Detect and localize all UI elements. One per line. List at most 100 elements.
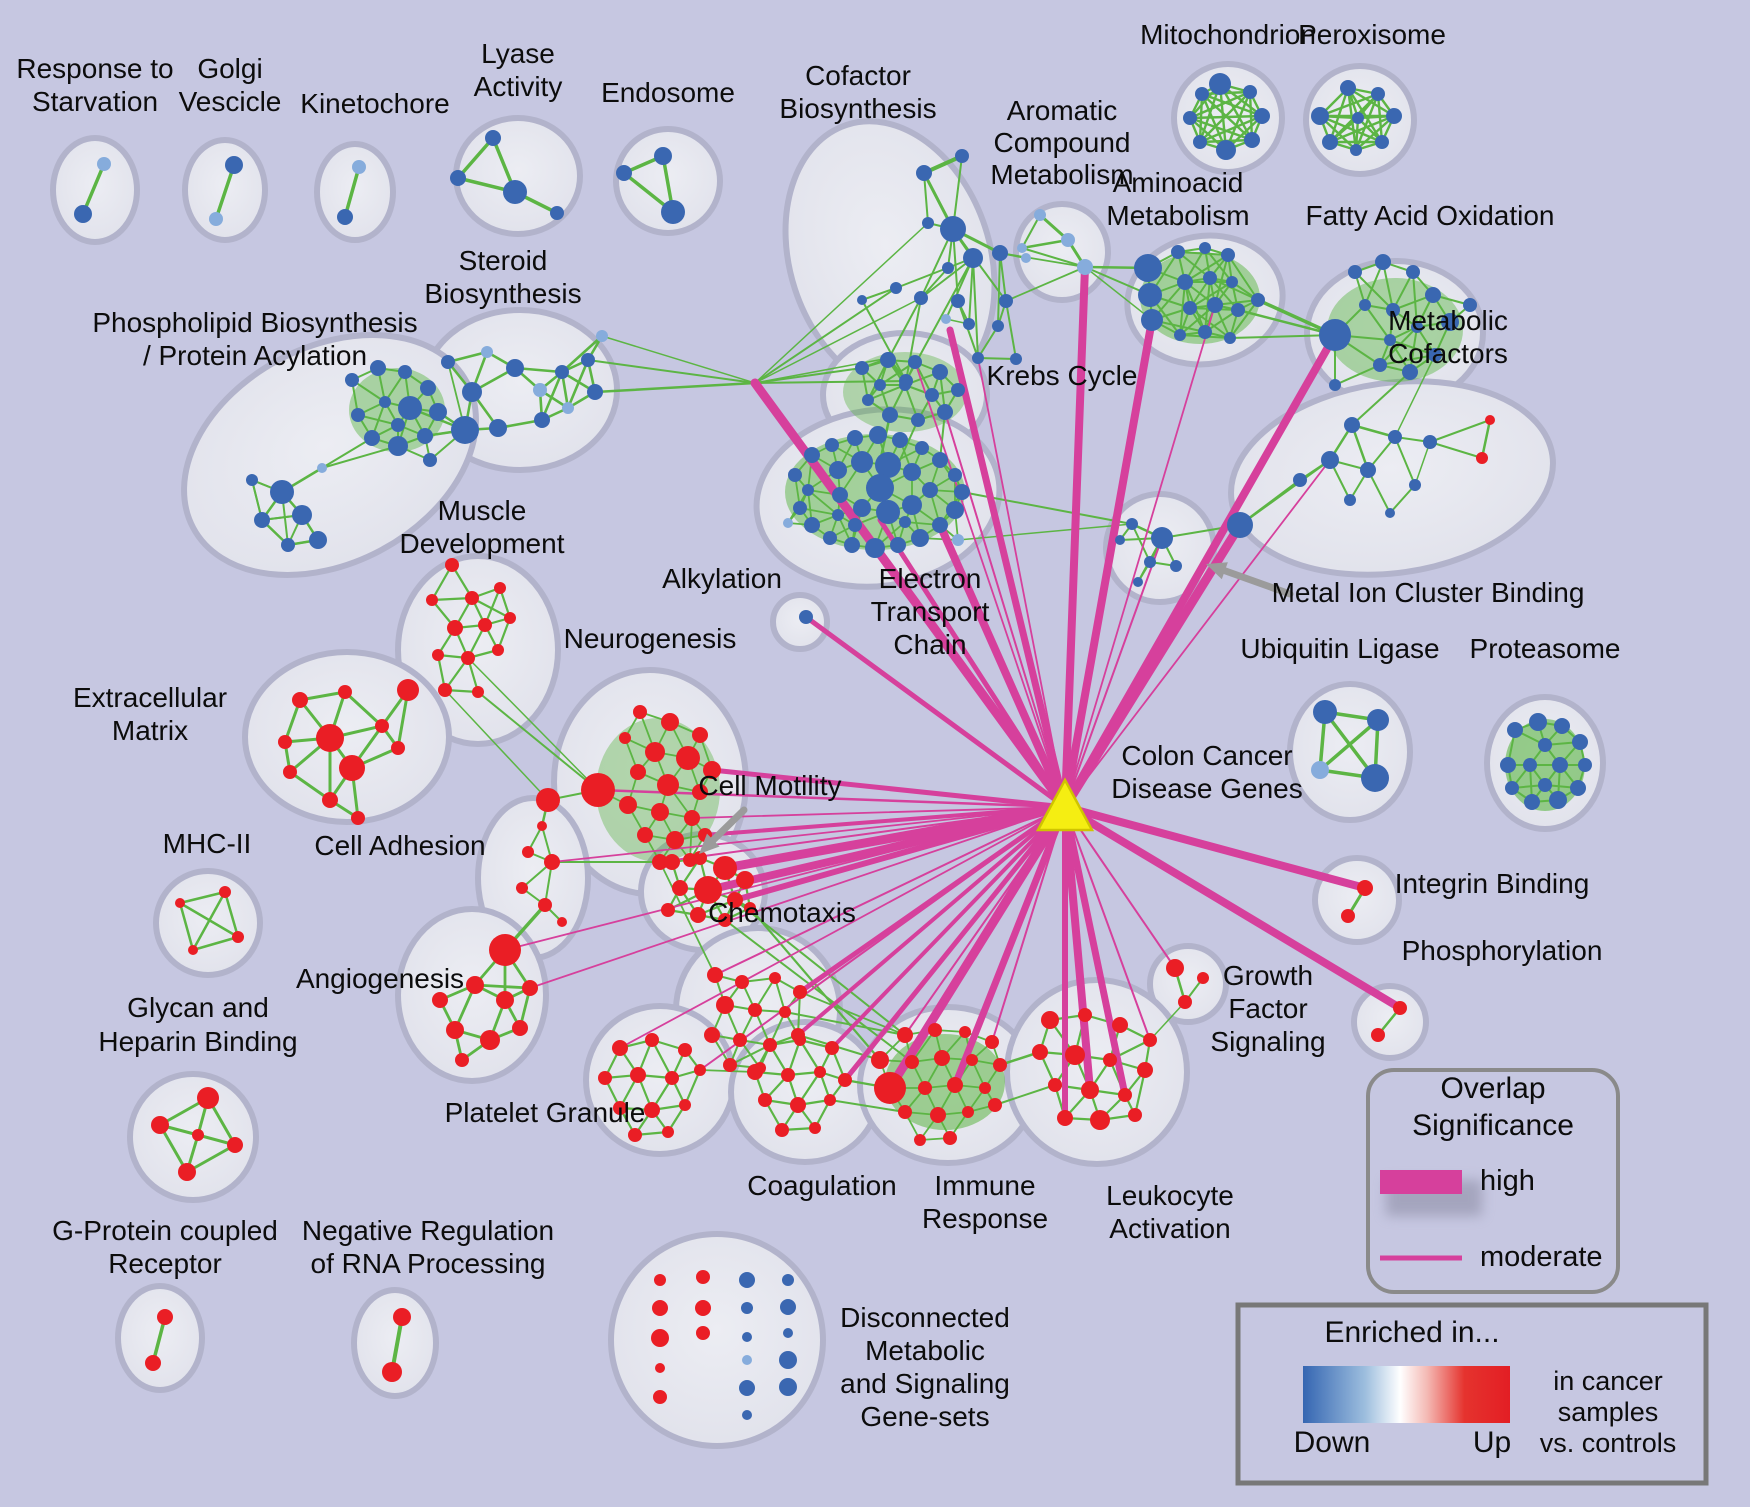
gene-set-node-cofactor-biosynthesis: [972, 352, 984, 364]
cluster-negative-regulation-rna-processing: [351, 1287, 439, 1399]
overlap-edge: [619, 806, 1066, 1049]
gene-set-node-electron-transport-chain: [829, 461, 847, 479]
label-coagulation: Coagulation: [747, 1170, 896, 1201]
gene-set-node-phospholipid-biosynthesis: [398, 396, 422, 420]
gene-set-node-phospholipid-biosynthesis: [451, 416, 479, 444]
overlap-edge: [1061, 803, 1094, 1094]
enriched-in-legend-box: [1235, 1302, 1709, 1486]
gene-set-node-neurogenesis: [692, 727, 708, 743]
gene-set-node-neurogenesis: [684, 810, 700, 826]
overlap-edge: [830, 805, 1067, 1050]
edge-peroxisome: [1328, 114, 1396, 144]
gene-set-node-platelet-granule: [628, 1128, 642, 1142]
gene-set-node-cell-motility: [694, 876, 722, 904]
gene-set-node-fatty-acid-oxidation: [1386, 303, 1400, 317]
edge-aminoacid-metabolism: [1229, 299, 1259, 339]
gene-set-node-disconnected-gene-sets: [695, 1300, 711, 1316]
gene-set-node-platelet-granule: [679, 1099, 691, 1111]
gene-set-node-phospholipid-biosynthesis: [292, 505, 312, 525]
gene-set-node-peroxisome: [1322, 134, 1338, 150]
gene-set-node-immune-response: [934, 1050, 950, 1066]
gene-set-node-mitochondrion: [1254, 108, 1270, 124]
gene-set-node-metabolic-cofactors: [1423, 435, 1437, 449]
gene-set-node-phospholipid-biosynthesis: [309, 531, 327, 549]
edge-fatty-acid-oxidation: [1389, 339, 1436, 356]
gene-set-node-immune-response: [928, 1023, 942, 1037]
edge-fatty-acid-oxidation: [1334, 364, 1381, 386]
overlap-edge: [1064, 459, 1331, 808]
gene-set-node-aminoacid-metabolism: [1203, 271, 1217, 285]
gene-set-node-fatty-acid-oxidation: [1411, 321, 1423, 333]
gene-set-node-angiogenesis: [455, 1053, 469, 1067]
edge-glycan-heparin-binding: [158, 1123, 189, 1174]
gene-set-node-electron-transport-chain: [952, 534, 964, 546]
moderate-significance-label: moderate: [1480, 1241, 1603, 1273]
inter-cluster-edge: [467, 657, 599, 791]
overlap-edge: [1064, 806, 1151, 1041]
label-mhc-ii: MHC-II: [163, 828, 252, 859]
gene-set-node-leukocyte-activation: [1057, 1110, 1073, 1126]
gene-set-node-disconnected-gene-sets: [779, 1351, 797, 1369]
inter-cluster-edge: [477, 691, 599, 791]
overlap-edge: [946, 326, 1069, 811]
gene-set-node-muscle-development: [461, 651, 475, 665]
gene-set-node-disconnected-gene-sets: [651, 1329, 669, 1347]
gene-set-node-steroid-biosynthesis: [596, 330, 608, 342]
gene-set-node-platelet-granule: [694, 1064, 706, 1076]
gene-set-node-phospholipid-biosynthesis: [345, 373, 359, 387]
label-steroid-biosynthesis: Biosynthesis: [424, 278, 581, 309]
gene-set-node-leukocyte-activation: [1081, 1081, 1099, 1099]
gene-set-node-muscle-development: [472, 686, 484, 698]
gene-set-node-fatty-acid-oxidation: [1441, 313, 1459, 331]
gene-set-node-extracellular-matrix: [292, 692, 308, 708]
gene-set-node-immune-response: [897, 1027, 913, 1043]
gene-set-node-leukocyte-activation: [1078, 1008, 1092, 1022]
gene-set-node-electron-transport-chain: [869, 426, 887, 444]
label-growth-factor-signaling: Signaling: [1210, 1026, 1325, 1057]
gene-set-node-ubiquitin-ligase: [1311, 761, 1329, 779]
gene-set-node-krebs-cycle: [932, 364, 948, 380]
edge-aminoacid-metabolism: [1189, 281, 1233, 309]
gene-set-node-muscle-development: [447, 620, 463, 636]
inter-cluster-edge: [659, 861, 716, 976]
inter-cluster-edge: [593, 381, 757, 394]
gene-set-node-steroid-biosynthesis: [506, 359, 524, 377]
gene-set-node-leukocyte-activation: [1041, 1011, 1059, 1029]
gene-set-node-leukocyte-activation: [1128, 1108, 1142, 1122]
gene-set-node-neurogenesis: [652, 854, 668, 870]
edge-glycan-heparin-binding: [185, 1143, 237, 1174]
gene-set-node-glycan-heparin-binding: [178, 1163, 196, 1181]
edge-phospholipid-biosynthesis: [321, 437, 373, 469]
edge-cofactor-biosynthesis: [888, 297, 922, 359]
edge-metabolic-cofactors: [1480, 418, 1492, 460]
enrichment-color-gradient-bar: [1303, 1366, 1510, 1423]
gene-set-node-mitochondrion: [1244, 132, 1260, 148]
edge-cofactor-biosynthesis: [1005, 300, 1017, 360]
edge-coagulation: [798, 1038, 822, 1074]
gene-set-node-proteasome: [1538, 778, 1552, 792]
gene-set-node-aromatic-compound-metabolism: [1061, 233, 1075, 247]
label-colon-cancer-disease-genes: Colon Cancer: [1121, 740, 1292, 771]
edge-metabolic-cofactors: [1394, 436, 1416, 486]
gene-set-node-growth-factor-signaling: [1178, 995, 1192, 1009]
gene-set-node-neurogenesis: [657, 774, 679, 796]
gene-set-node-phospholipid-biosynthesis: [254, 512, 270, 528]
gene-set-node-cofactor-biosynthesis: [914, 291, 928, 305]
gene-set-node-neurogenesis: [661, 713, 679, 731]
gene-set-node-mhc-ii: [175, 898, 185, 908]
gene-set-node-metal-ion-cluster-binding: [1170, 560, 1182, 572]
gene-set-node-electron-transport-chain: [922, 482, 938, 498]
edge-electron-transport-chain: [807, 489, 839, 516]
overlap-edge: [797, 804, 1068, 995]
gene-set-node-angiogenesis: [446, 1021, 464, 1039]
cluster-alkylation: [770, 592, 830, 652]
overlap-edge: [1060, 520, 1245, 812]
overlap-significance-legend-title: Overlap: [1440, 1072, 1545, 1105]
gene-set-node-neurogenesis: [676, 746, 700, 770]
inter-cluster-edge: [1149, 1001, 1186, 1041]
gene-set-node-steroid-biosynthesis: [581, 353, 595, 367]
gene-set-node-proteasome: [1505, 781, 1519, 795]
gene-set-node-neurogenesis: [651, 803, 669, 821]
